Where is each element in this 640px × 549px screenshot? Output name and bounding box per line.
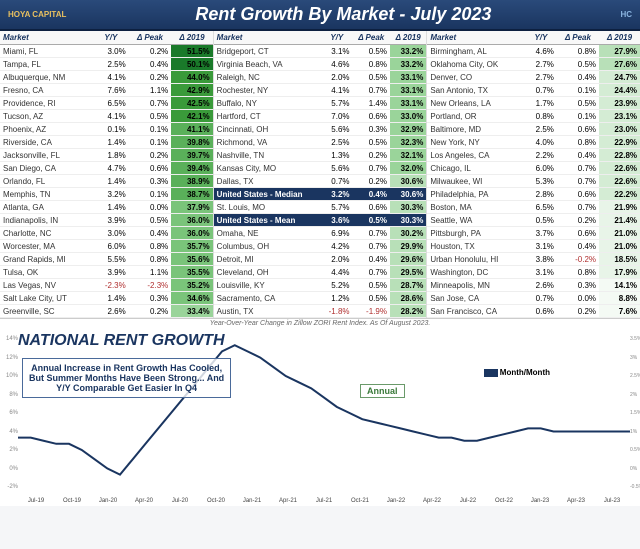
table-row: Sacramento, CA1.2%0.5%28.6%: [214, 292, 427, 305]
table-row: Salt Lake City, UT1.4%0.3%34.6%: [0, 292, 213, 305]
table-row: Charlotte, NC3.0%0.4%36.0%: [0, 227, 213, 240]
table-row: Cleveland, OH4.4%0.7%29.5%: [214, 266, 427, 279]
table-row: Philadelphia, PA2.8%0.6%22.2%: [427, 188, 640, 201]
table-row: Boston, MA6.5%0.7%21.9%: [427, 201, 640, 214]
table-row: Hartford, CT7.0%0.6%33.0%: [214, 110, 427, 123]
table-row: Bridgeport, CT3.1%0.5%33.2%: [214, 45, 427, 58]
table-row: Pittsburgh, PA3.7%0.6%21.0%: [427, 227, 640, 240]
table-row: Oklahoma City, OK2.7%0.5%27.6%: [427, 58, 640, 71]
footnote: Year-Over-Year Change in Zillow ZORI Ren…: [0, 319, 640, 328]
table-row: Grand Rapids, MI5.5%0.8%35.6%: [0, 253, 213, 266]
table-row: Louisville, KY5.2%0.5%28.7%: [214, 279, 427, 292]
table-row: Birmingham, AL4.6%0.8%27.9%: [427, 45, 640, 58]
table-row: Washington, DC3.1%0.8%17.9%: [427, 266, 640, 279]
table-row: Minneapolis, MN2.6%0.3%14.1%: [427, 279, 640, 292]
table-row: New York, NY4.0%0.8%22.9%: [427, 136, 640, 149]
chart-title: NATIONAL RENT GROWTH: [18, 332, 225, 350]
logo-left: HOYA CAPITAL: [8, 10, 66, 19]
table-row: Houston, TX3.1%0.4%21.0%: [427, 240, 640, 253]
table-row: Dallas, TX0.7%0.2%30.6%: [214, 175, 427, 188]
table-row: Seattle, WA0.5%0.2%21.4%: [427, 214, 640, 227]
table-row: Austin, TX-1.8%-1.9%28.2%: [214, 305, 427, 318]
chart-annotation: Annual Increase in Rent Growth Has Coole…: [22, 358, 231, 398]
x-axis: Jul-19Oct-19Jan-20Apr-20Jul-20Oct-20Jan-…: [18, 498, 630, 504]
table-row: Albuquerque, NM4.1%0.2%44.0%: [0, 71, 213, 84]
table-row: Milwaukee, WI5.3%0.7%22.6%: [427, 175, 640, 188]
table-row: Jacksonville, FL1.8%0.2%39.7%: [0, 149, 213, 162]
table-row: Los Angeles, CA2.2%0.4%22.8%: [427, 149, 640, 162]
table-row: Detroit, MI2.0%0.4%29.6%: [214, 253, 427, 266]
table-row: Omaha, NE6.9%0.7%30.2%: [214, 227, 427, 240]
table-row: Nashville, TN1.3%0.2%32.1%: [214, 149, 427, 162]
table-row: San Diego, CA4.7%0.6%39.4%: [0, 162, 213, 175]
table-row: Las Vegas, NV-2.3%-2.3%35.2%: [0, 279, 213, 292]
table-row: Raleigh, NC2.0%0.5%33.1%: [214, 71, 427, 84]
y-axis-left: 14%12%10%8%6%4%2%0%-2%: [2, 336, 18, 490]
table-row: Indianapolis, IN3.9%0.5%36.0%: [0, 214, 213, 227]
table-row: United States - Mean3.6%0.5%30.3%: [214, 214, 427, 227]
annual-label: Annual: [360, 384, 405, 398]
table-row: United States - Median3.2%0.4%30.6%: [214, 188, 427, 201]
table-row: Riverside, CA1.4%0.1%39.8%: [0, 136, 213, 149]
table-row: Kansas City, MO5.6%0.7%32.0%: [214, 162, 427, 175]
table-row: Fresno, CA7.6%1.1%42.9%: [0, 84, 213, 97]
table-row: New Orleans, LA1.7%0.5%23.9%: [427, 97, 640, 110]
table-row: St. Louis, MO5.7%0.6%30.3%: [214, 201, 427, 214]
chart-legend: Month/Month: [476, 368, 550, 377]
table-row: San Antonio, TX0.7%0.1%24.4%: [427, 84, 640, 97]
header-bar: HOYA CAPITAL Rent Growth By Market - Jul…: [0, 0, 640, 31]
table-row: San Jose, CA0.7%0.0%8.8%: [427, 292, 640, 305]
table-row: Tampa, FL2.5%0.4%50.1%: [0, 58, 213, 71]
table-row: Virginia Beach, VA4.6%0.8%33.2%: [214, 58, 427, 71]
table-row: Worcester, MA6.0%0.8%35.7%: [0, 240, 213, 253]
table-row: Cincinnati, OH5.6%0.3%32.9%: [214, 123, 427, 136]
table-row: Urban Honolulu, HI3.8%-0.2%18.5%: [427, 253, 640, 266]
table-row: Orlando, FL1.4%0.3%38.9%: [0, 175, 213, 188]
table-row: Atlanta, GA1.4%0.0%37.9%: [0, 201, 213, 214]
main-title: Rent Growth By Market - July 2023: [195, 4, 491, 25]
table-row: San Francisco, CA0.6%0.2%7.6%: [427, 305, 640, 318]
table-row: Tulsa, OK3.9%1.1%35.5%: [0, 266, 213, 279]
market-tables: MarketY/YΔ PeakΔ 2019Miami, FL3.0%0.2%51…: [0, 31, 640, 319]
table-row: Miami, FL3.0%0.2%51.5%: [0, 45, 213, 58]
table-row: Greenville, SC2.6%0.2%33.4%: [0, 305, 213, 318]
table-row: Denver, CO2.7%0.4%24.7%: [427, 71, 640, 84]
y-axis-right: 3.5%3%2.5%2%1.5%1%0.5%0%-0.5%: [630, 336, 640, 490]
table-row: Buffalo, NY5.7%1.4%33.1%: [214, 97, 427, 110]
table-row: Phoenix, AZ0.1%0.1%41.1%: [0, 123, 213, 136]
table-row: Baltimore, MD2.5%0.6%23.0%: [427, 123, 640, 136]
logo-right: HC: [620, 10, 632, 19]
table-row: Richmond, VA2.5%0.5%32.3%: [214, 136, 427, 149]
table-row: Providence, RI6.5%0.7%42.5%: [0, 97, 213, 110]
table-row: Tucson, AZ4.1%0.5%42.1%: [0, 110, 213, 123]
national-rent-chart: NATIONAL RENT GROWTH Annual Increase in …: [0, 328, 640, 506]
table-row: Columbus, OH4.2%0.7%29.9%: [214, 240, 427, 253]
table-row: Portland, OR0.8%0.1%23.1%: [427, 110, 640, 123]
table-row: Chicago, IL6.0%0.7%22.6%: [427, 162, 640, 175]
table-row: Memphis, TN3.2%0.1%38.7%: [0, 188, 213, 201]
table-row: Rochester, NY4.1%0.7%33.1%: [214, 84, 427, 97]
